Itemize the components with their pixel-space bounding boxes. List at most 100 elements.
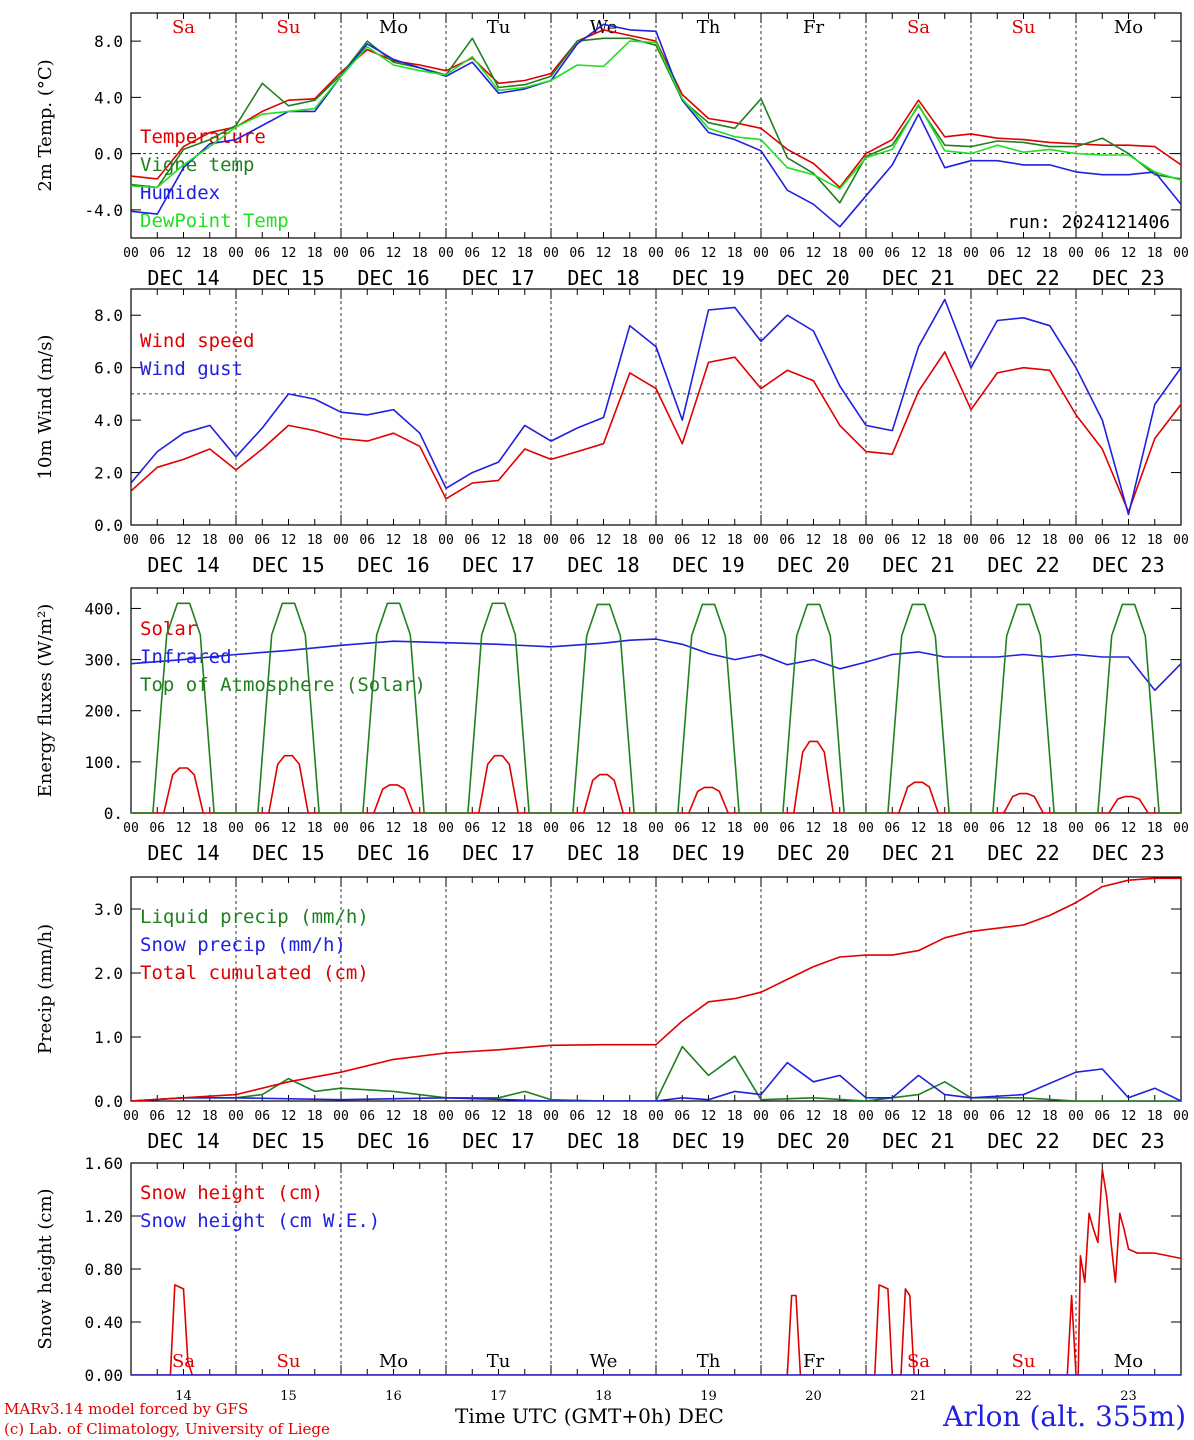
hour-tick-label: 00 [333,1109,349,1124]
weekday-label: Sa [172,1351,195,1372]
series-line-humidex [131,23,1181,228]
hour-tick-label: 00 [228,1109,244,1124]
hour-tick-label: 18 [622,821,638,836]
hour-tick-label: 12 [1016,246,1032,261]
weekday-label: Fr [803,1351,824,1372]
meteogram: -4.0 0.0 4.0 8.0 2m Temp. (°C) 00 06 12 18 00 06 12… [35,12,1189,1400]
y-tick-label: 0.80 [84,1260,123,1279]
hour-tick-label: 00 [543,821,559,836]
hour-tick-label: 12 [386,821,402,836]
hour-tick-label: 00 [333,533,349,548]
hour-tick-label: 06 [779,533,795,548]
y-tick-label: 8.0 [94,306,123,325]
weekday-label: Su [277,1351,301,1372]
hour-tick-label: 18 [727,821,743,836]
weekday-label: Fr [803,17,824,38]
hour-tick-label: 06 [1094,533,1110,548]
y-tick-label: 100. [84,753,123,772]
hour-tick-label: 18 [517,533,533,548]
date-label: DEC 18 [567,553,639,577]
hour-tick-label: 06 [149,246,165,261]
date-label: DEC 17 [462,841,534,865]
hour-tick-label: 00 [963,1109,979,1124]
hour-tick-label: 00 [648,1109,664,1124]
hour-tick-label: 06 [674,821,690,836]
y-tick-label: 0.0 [94,145,123,164]
hour-tick-label: 06 [359,1109,375,1124]
hour-tick-label: 18 [202,1109,218,1124]
hour-tick-label: 12 [911,246,927,261]
hour-tick-label: 12 [911,533,927,548]
hour-tick-label: 06 [359,821,375,836]
hour-tick-label: 00 [858,1109,874,1124]
hour-tick-label: 18 [412,533,428,548]
hour-tick-label: 00 [753,246,769,261]
hour-tick-label: 00 [1173,821,1189,836]
legend-entry: Snow height (cm W.E.) [140,1210,380,1232]
hour-tick-label: 00 [963,821,979,836]
y-tick-label: 8.0 [94,32,123,51]
y-tick-label: 2.0 [94,464,123,483]
weekday-label: Sa [907,1351,930,1372]
hour-tick-label: 18 [1147,246,1163,261]
y-axis-label: Precip (mm/h) [35,924,56,1054]
hour-tick-label: 12 [1016,821,1032,836]
date-label: DEC 20 [777,841,849,865]
hour-tick-label: 12 [491,246,507,261]
series-line-wind-speed [131,351,1181,513]
hour-tick-label: 12 [491,1109,507,1124]
hour-tick-label: 06 [569,1109,585,1124]
hour-tick-label: 06 [779,821,795,836]
hour-tick-label: 06 [149,1109,165,1124]
hour-tick-label: 12 [701,246,717,261]
hour-tick-label: 00 [1068,821,1084,836]
hour-tick-label: 12 [491,533,507,548]
date-label: DEC 15 [252,841,324,865]
hour-tick-label: 12 [1121,821,1137,836]
legend-entry: Top of Atmosphere (Solar) [140,674,426,696]
y-axis-label: Snow height (cm) [35,1188,56,1349]
hour-tick-label: 12 [1121,533,1137,548]
y-tick-label: 6.0 [94,359,123,378]
date-label: DEC 21 [882,1129,954,1153]
hour-tick-label: 12 [1016,533,1032,548]
hour-tick-label: 00 [123,246,139,261]
hour-tick-label: 12 [806,821,822,836]
date-label: DEC 14 [147,553,219,577]
weekday-label: Th [697,1351,721,1372]
hour-tick-label: 18 [727,1109,743,1124]
date-label: DEC 16 [357,553,429,577]
date-label: DEC 21 [882,266,954,290]
date-label: DEC 22 [987,266,1059,290]
hour-tick-label: 06 [989,533,1005,548]
hour-tick-label: 00 [543,246,559,261]
hour-tick-label: 00 [648,821,664,836]
hour-tick-label: 12 [596,533,612,548]
date-label: DEC 19 [672,1129,744,1153]
panel-2: 0.0 2.0 4.0 6.0 8.0 10m Wind (m/s) 00 06 12 18 00 0… [35,288,1189,577]
date-label: DEC 23 [1092,266,1164,290]
series-line-liquid-precip-mm-h- [131,1045,1181,1101]
hour-tick-label: 00 [543,1109,559,1124]
hour-tick-label: 18 [937,821,953,836]
hour-tick-label: 18 [1147,1109,1163,1124]
hour-tick-label: 18 [937,1109,953,1124]
panel-5: 0.00 0.40 0.80 1.20 1.60 Snow height (cm) 14 15… [35,1154,1182,1400]
hour-tick-label: 06 [254,533,270,548]
day-number-label: 16 [385,1389,402,1400]
day-number-label: 19 [700,1389,717,1400]
hour-tick-label: 00 [1173,533,1189,548]
hour-tick-label: 06 [464,1109,480,1124]
run-label: run: 2024121406 [1007,212,1170,233]
hour-tick-label: 00 [228,246,244,261]
hour-tick-label: 18 [1042,1109,1058,1124]
hour-tick-label: 18 [202,246,218,261]
date-label: DEC 17 [462,266,534,290]
y-tick-label: 0.0 [94,516,123,535]
y-tick-label: 4.0 [94,411,123,430]
panel-1: -4.0 0.0 4.0 8.0 2m Temp. (°C) 00 06 12 18 00 06 12… [35,12,1189,290]
hour-tick-label: 12 [1121,1109,1137,1124]
hour-tick-label: 18 [307,533,323,548]
hour-tick-label: 18 [307,821,323,836]
station-name: Arlon (alt. 355m) [943,1400,1186,1433]
